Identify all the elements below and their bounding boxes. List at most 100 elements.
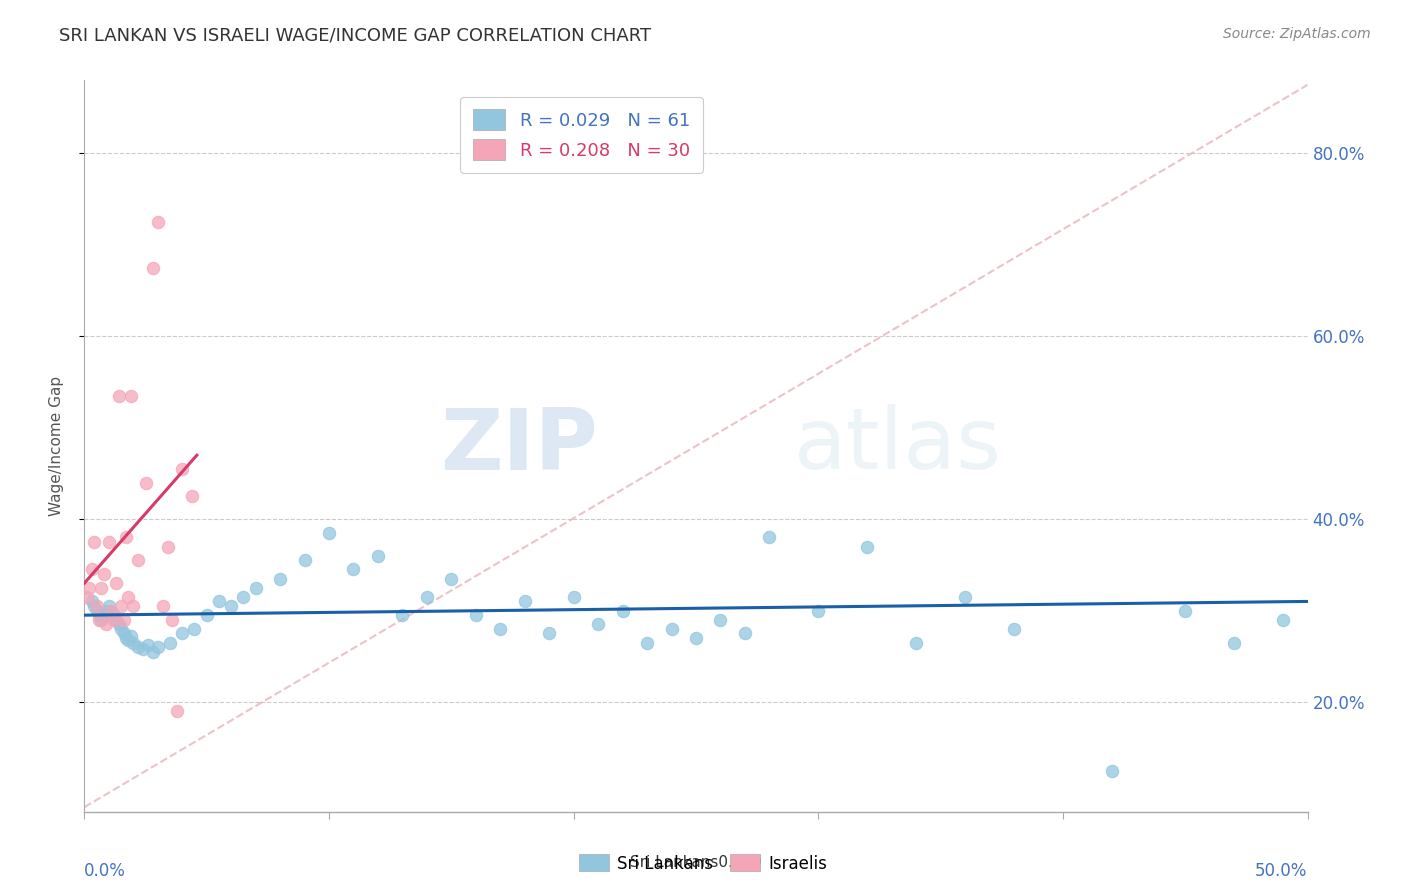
Point xyxy=(83,535,105,549)
Point xyxy=(562,590,585,604)
Point xyxy=(115,631,138,645)
Legend: Sri Lankans, Israelis: Sri Lankans, Israelis xyxy=(572,847,834,880)
Point xyxy=(80,562,103,576)
Point xyxy=(172,626,194,640)
Text: Sri Lankans0.029: Sri Lankans0.029 xyxy=(630,855,762,870)
Point xyxy=(1223,635,1246,649)
Point xyxy=(103,613,125,627)
Point xyxy=(181,489,204,503)
Point xyxy=(100,606,122,620)
Point xyxy=(856,540,879,554)
Point xyxy=(115,530,138,544)
Point xyxy=(120,629,142,643)
Point xyxy=(538,626,561,640)
Point xyxy=(219,599,242,613)
Point xyxy=(416,590,439,604)
Point xyxy=(110,599,132,613)
Text: 0.0%: 0.0% xyxy=(84,862,127,880)
Point xyxy=(132,642,155,657)
Point xyxy=(162,613,184,627)
Point xyxy=(489,622,512,636)
Point xyxy=(100,603,122,617)
Point xyxy=(142,260,165,275)
Point xyxy=(112,626,135,640)
Point xyxy=(93,608,115,623)
Point xyxy=(269,572,291,586)
Point xyxy=(245,581,267,595)
Point xyxy=(87,613,110,627)
Point xyxy=(156,540,179,554)
Point xyxy=(146,215,169,229)
Point xyxy=(464,608,486,623)
Text: 50.0%: 50.0% xyxy=(1256,862,1308,880)
Point xyxy=(318,525,340,540)
Point xyxy=(117,632,139,647)
Point xyxy=(127,553,149,567)
Point xyxy=(391,608,413,623)
Point xyxy=(107,389,129,403)
Point xyxy=(1002,622,1025,636)
Point xyxy=(195,608,218,623)
Point xyxy=(232,590,254,604)
Point xyxy=(127,640,149,655)
Point xyxy=(105,613,128,627)
Point xyxy=(90,613,112,627)
Point xyxy=(77,581,100,595)
Point xyxy=(96,617,118,632)
Point xyxy=(342,562,364,576)
Point xyxy=(105,576,128,591)
Point xyxy=(136,638,159,652)
Legend: R = 0.029   N = 61, R = 0.208   N = 30: R = 0.029 N = 61, R = 0.208 N = 30 xyxy=(460,96,703,173)
Point xyxy=(294,553,316,567)
Point xyxy=(122,599,145,613)
Point xyxy=(758,530,780,544)
Point xyxy=(96,603,118,617)
Point xyxy=(97,535,120,549)
Point xyxy=(183,622,205,636)
Point xyxy=(807,603,830,617)
Point xyxy=(76,590,98,604)
Text: ZIP: ZIP xyxy=(440,404,598,488)
Point xyxy=(112,613,135,627)
Point xyxy=(80,594,103,608)
Point xyxy=(107,617,129,632)
Point xyxy=(117,590,139,604)
Point xyxy=(120,389,142,403)
Point xyxy=(83,599,105,613)
Point xyxy=(142,645,165,659)
Point xyxy=(685,631,707,645)
Point xyxy=(661,622,683,636)
Point xyxy=(367,549,389,563)
Point xyxy=(93,567,115,582)
Point xyxy=(97,599,120,613)
Point xyxy=(90,581,112,595)
Point xyxy=(953,590,976,604)
Point xyxy=(110,622,132,636)
Point xyxy=(612,603,634,617)
Point xyxy=(208,594,231,608)
Point xyxy=(166,704,188,718)
Point xyxy=(636,635,658,649)
Point xyxy=(122,635,145,649)
Point xyxy=(1272,613,1295,627)
Point xyxy=(86,603,108,617)
Point xyxy=(734,626,756,640)
Point xyxy=(440,572,463,586)
Point xyxy=(513,594,536,608)
Point xyxy=(905,635,928,649)
Point xyxy=(709,613,731,627)
Point xyxy=(87,608,110,623)
Point xyxy=(172,462,194,476)
Point xyxy=(86,599,108,613)
Point xyxy=(586,617,609,632)
Point xyxy=(1101,764,1123,778)
Text: atlas: atlas xyxy=(794,404,1002,488)
Text: SRI LANKAN VS ISRAELI WAGE/INCOME GAP CORRELATION CHART: SRI LANKAN VS ISRAELI WAGE/INCOME GAP CO… xyxy=(59,27,651,45)
Y-axis label: Wage/Income Gap: Wage/Income Gap xyxy=(49,376,63,516)
Point xyxy=(152,599,174,613)
Point xyxy=(1174,603,1197,617)
Point xyxy=(135,475,157,490)
Point xyxy=(146,640,169,655)
Point xyxy=(159,635,181,649)
Point xyxy=(103,608,125,623)
